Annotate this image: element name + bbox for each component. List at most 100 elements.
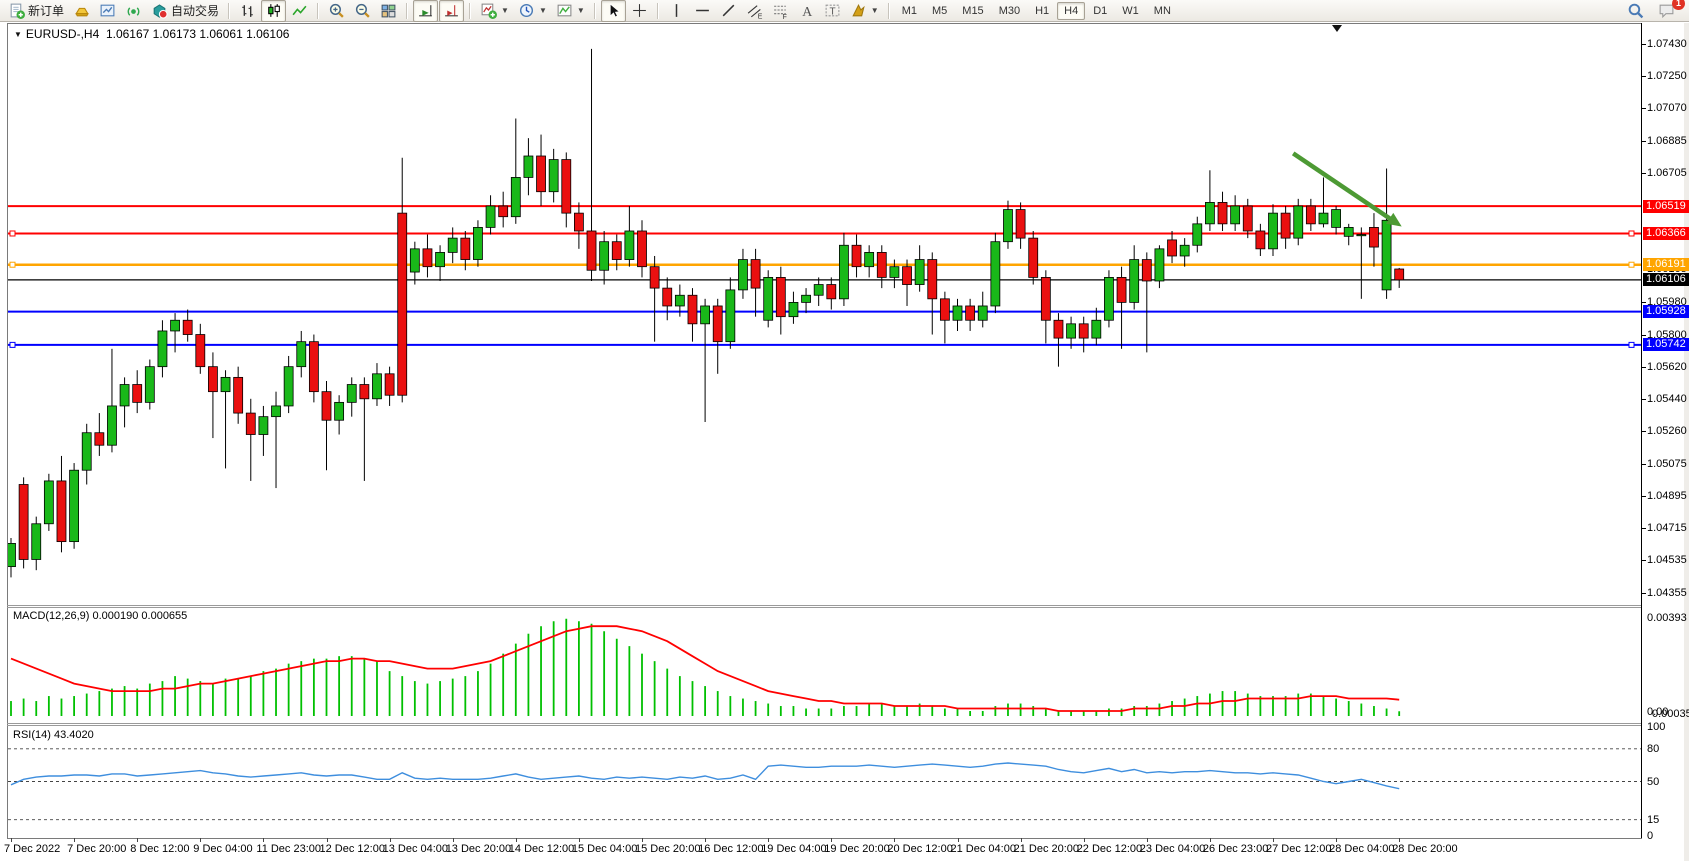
zoom-in-button[interactable]	[324, 0, 349, 22]
candle	[271, 391, 281, 489]
candle-body	[1003, 209, 1013, 243]
text-label-button[interactable]: T	[820, 0, 845, 22]
rsi-axis-label: 100	[1647, 721, 1666, 733]
chevron-down-icon[interactable]: ▼	[870, 6, 879, 15]
notifications-button[interactable]: 1	[1654, 0, 1685, 22]
trend-arrow-head[interactable]	[1386, 212, 1402, 227]
candle	[43, 473, 54, 531]
candle	[170, 313, 180, 353]
chart-shift-button[interactable]	[439, 0, 465, 22]
candle	[1280, 205, 1291, 249]
time-tick-mark	[1273, 838, 1274, 842]
candle	[1268, 204, 1278, 256]
search-button[interactable]	[1623, 0, 1648, 22]
chevron-down-icon[interactable]: ▼	[576, 6, 585, 15]
line-anchor-handle[interactable]	[9, 230, 16, 237]
quotes-button[interactable]	[69, 0, 94, 22]
timeframe-m30-button[interactable]: M30	[998, 4, 1021, 17]
autotrade-button[interactable]: 自动交易	[147, 0, 223, 22]
candle	[157, 320, 168, 378]
rsi-indicator-pane[interactable]	[8, 727, 1642, 838]
timeframe-m1-button[interactable]: M1	[901, 4, 917, 17]
macd-indicator-pane[interactable]	[8, 608, 1642, 723]
pane-separator[interactable]	[7, 605, 1642, 606]
time-tick-mark	[389, 838, 391, 842]
candle-body	[460, 237, 471, 260]
periods-button[interactable]: ▼	[514, 0, 551, 22]
candle-body	[939, 298, 950, 321]
time-tick-label: 12 Dec 12:00	[319, 843, 385, 855]
trend-arrow-object[interactable]	[1291, 151, 1397, 225]
time-tick-mark	[1083, 838, 1085, 842]
line-anchor-handle[interactable]	[1628, 341, 1635, 348]
timeframe-h4-button[interactable]: H4	[1057, 1, 1086, 20]
candle	[18, 477, 29, 569]
candle-body	[1192, 223, 1203, 246]
candle	[119, 377, 130, 428]
auto-scroll-button[interactable]	[413, 0, 439, 22]
chevron-down-icon[interactable]: ▼	[14, 30, 22, 39]
time-tick-mark	[1399, 838, 1401, 842]
candle-body	[43, 480, 54, 525]
candle	[788, 291, 799, 324]
candle-body	[977, 305, 988, 321]
template-button[interactable]: ▼	[552, 0, 589, 22]
pane-separator[interactable]	[7, 607, 1642, 608]
timeframe-d1-button[interactable]: D1	[1093, 4, 1108, 17]
candle-body	[788, 301, 799, 318]
line-anchor-handle[interactable]	[9, 261, 16, 268]
pane-separator[interactable]	[7, 723, 1642, 724]
price-tick-mark	[1641, 463, 1646, 465]
timeframe-mn-button[interactable]: MN	[1153, 4, 1171, 17]
timeframe-m5-button[interactable]: M5	[932, 4, 948, 17]
horizontal-line-icon	[695, 9, 709, 12]
market-button[interactable]	[95, 0, 120, 22]
arrows-button[interactable]: ▼	[846, 0, 883, 22]
new-order-icon	[10, 3, 25, 19]
time-tick-mark	[831, 838, 833, 842]
crosshair-button[interactable]	[627, 0, 652, 22]
price-chart-pane[interactable]	[8, 23, 1642, 606]
cursor-button[interactable]	[600, 0, 626, 22]
candle	[864, 245, 875, 278]
line-chart-button[interactable]	[287, 0, 312, 22]
price-tick-label: 1.07070	[1647, 101, 1687, 114]
time-tick-mark	[1146, 838, 1148, 842]
candle-body	[220, 376, 231, 393]
line-anchor-handle[interactable]	[1628, 230, 1635, 237]
time-axis[interactable]	[7, 838, 1642, 860]
candle	[1091, 307, 1102, 346]
bar-chart-button[interactable]	[235, 0, 260, 22]
zoom-out-button[interactable]	[350, 0, 375, 22]
chevron-down-icon[interactable]: ▼	[501, 6, 509, 15]
vertical-line-button[interactable]	[664, 0, 689, 22]
candle	[1179, 238, 1190, 267]
new-order-button[interactable]: 新订单	[4, 0, 68, 22]
timeframe-h1-button[interactable]: H1	[1035, 4, 1050, 17]
equidistant-channel-button[interactable]: E	[742, 0, 767, 22]
horizontal-line-button[interactable]	[690, 0, 715, 22]
candlestick-button[interactable]	[261, 0, 287, 22]
chevron-down-icon[interactable]: ▼	[538, 6, 547, 15]
candle-body	[510, 177, 521, 218]
signals-button[interactable]	[121, 0, 146, 22]
signals-icon	[127, 7, 140, 16]
fibonacci-button[interactable]: F	[768, 0, 793, 22]
tile-windows-button[interactable]	[376, 0, 401, 22]
trendline-button[interactable]	[716, 0, 741, 22]
candle-body	[56, 480, 67, 543]
chart-shift-marker[interactable]	[1332, 25, 1342, 32]
candle	[1104, 270, 1114, 328]
indicators-button[interactable]: ▼	[476, 0, 513, 22]
candle-body	[1179, 244, 1190, 257]
candle-body	[725, 289, 736, 343]
pane-separator[interactable]	[7, 725, 1642, 726]
candle	[700, 298, 710, 423]
line-anchor-handle[interactable]	[1628, 261, 1635, 268]
timeframe-m15-button[interactable]: M15	[962, 4, 984, 17]
candle	[1040, 270, 1051, 344]
text-button[interactable]: A	[794, 0, 819, 22]
timeframe-w1-button[interactable]: W1	[1122, 4, 1139, 17]
line-anchor-handle[interactable]	[9, 341, 16, 348]
